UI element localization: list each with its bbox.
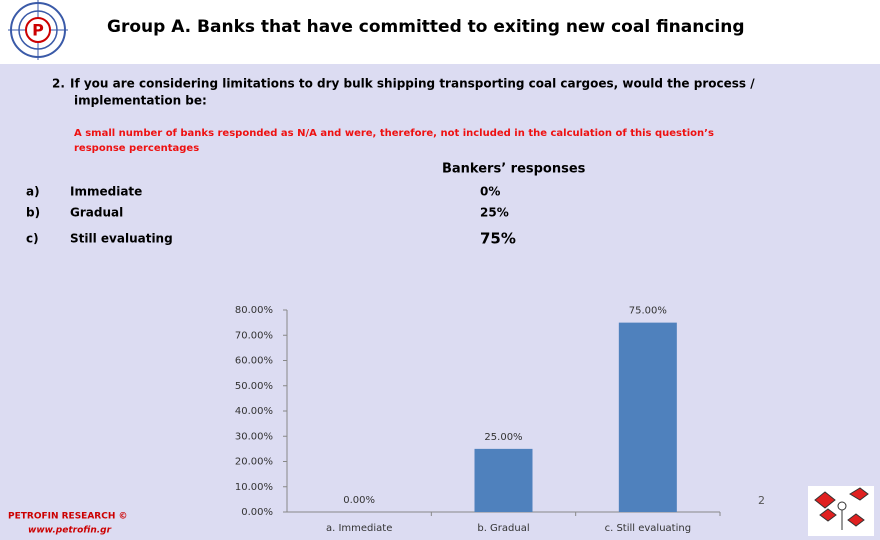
row-letter: a): [26, 185, 40, 199]
y-tick-label: 30.00%: [235, 431, 273, 442]
value-label: 75.00%: [629, 306, 667, 317]
row-value: 0%: [480, 185, 500, 199]
x-tick-label: c. Still evaluating: [605, 523, 691, 534]
footer-url: www.petrofin.gr: [28, 526, 112, 536]
svg-text:P: P: [32, 21, 44, 40]
responses-heading: Bankers’ responses: [442, 162, 586, 177]
bar: [474, 448, 533, 512]
logo: P: [8, 0, 68, 60]
row-value: 25%: [480, 206, 509, 220]
bar: [618, 322, 677, 512]
note: response percentages: [74, 143, 199, 154]
x-tick-label: a. Immediate: [326, 523, 392, 534]
question-text: implementation be:: [74, 94, 207, 108]
chart: 0.00% 10.00% 20.00% 30.00% 40.00% 50.00% 60.00…: [235, 305, 721, 534]
row-label: Immediate: [70, 185, 142, 199]
slide-title: Group A. Banks that have committed to ex…: [107, 17, 745, 37]
y-tick-label: 80.00%: [235, 305, 273, 316]
row-value: 75%: [480, 230, 516, 248]
x-tick-label: b. Gradual: [477, 523, 529, 534]
value-label: 25.00%: [484, 432, 522, 443]
footer-brand: PETROFIN RESEARCH ©: [8, 512, 128, 522]
y-tick-label: 20.00%: [235, 457, 273, 468]
flags-icon: [808, 486, 874, 536]
question-number: 2.: [52, 77, 65, 91]
value-label: 0.00%: [343, 495, 375, 506]
y-tick-label: 50.00%: [235, 381, 273, 392]
row-label: Still evaluating: [70, 232, 173, 246]
responses: a) Immediate 0% b) Gradual 25% c) Still evaluat…: [26, 185, 516, 248]
y-tick-label: 10.00%: [235, 482, 273, 493]
y-tick-label: 60.00%: [235, 356, 273, 367]
page-number: 2: [758, 494, 765, 507]
y-tick-label: 0.00%: [241, 507, 273, 518]
row-letter: c): [26, 232, 39, 246]
header-band: [0, 0, 880, 64]
row-label: Gradual: [70, 206, 123, 220]
question-text: If you are considering limitations to dr…: [70, 77, 755, 91]
row-letter: b): [26, 206, 40, 220]
note: A small number of banks responded as N/A…: [74, 128, 714, 139]
y-tick-label: 70.00%: [235, 330, 273, 341]
y-tick-label: 40.00%: [235, 406, 273, 417]
